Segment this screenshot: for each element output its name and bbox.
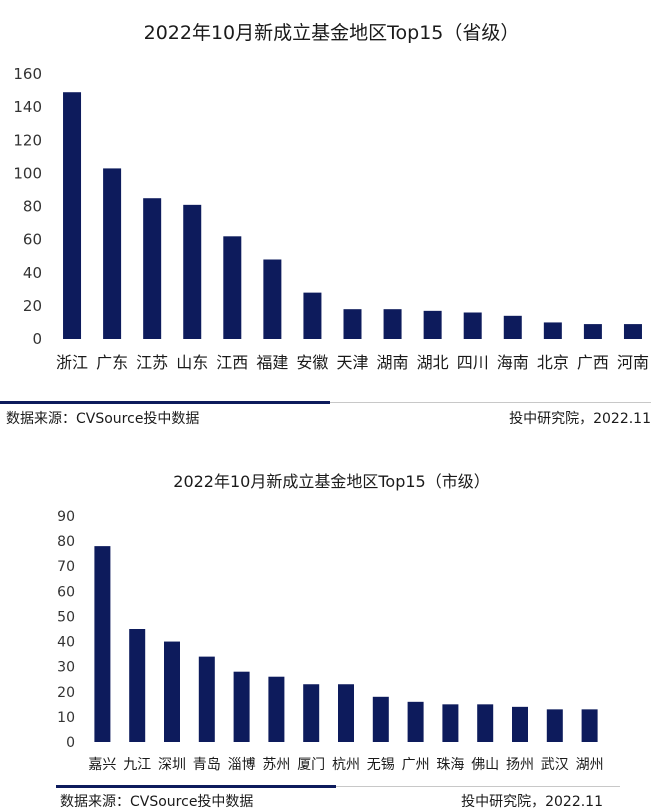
x-category-label: 湖南 <box>377 353 409 372</box>
y-tick-label: 60 <box>57 584 75 600</box>
x-category-label: 江西 <box>216 353 248 372</box>
bar-天津 <box>343 309 362 339</box>
x-category-label: 佛山 <box>471 757 499 773</box>
y-tick-label: 40 <box>57 635 75 651</box>
x-category-label: 广西 <box>577 353 609 372</box>
chart2-x-axis: 嘉兴 九江 深圳 青岛 淄博 苏州 厦门 杭州 无锡 广州 珠海 佛山 扬州 武汉 湖州 <box>88 756 603 773</box>
bar-湖南 <box>383 309 402 339</box>
x-category-label: 浙江 <box>56 353 88 372</box>
bar-北京 <box>543 322 562 339</box>
y-tick-label: 140 <box>13 98 42 116</box>
x-category-label: 无锡 <box>367 757 395 773</box>
chart2-title: 2022年10月新成立基金地区Top15（市级） <box>173 472 490 491</box>
y-tick-label: 30 <box>57 660 75 676</box>
x-category-label: 湖北 <box>417 353 449 372</box>
chart1-y-axis: 0 20 40 60 80 100 120 140 160 <box>13 65 42 348</box>
x-category-label: 四川 <box>457 353 489 372</box>
y-tick-label: 120 <box>13 131 42 149</box>
bar-浙江 <box>63 92 82 339</box>
x-category-label: 淄博 <box>228 756 256 773</box>
chart2-credit: 投中研究院，2022.11 <box>461 794 603 810</box>
chart1-source: 数据来源：CVSource投中数据 <box>6 411 200 427</box>
bar-河南 <box>623 324 642 339</box>
bar-广州 <box>407 701 424 742</box>
bar-扬州 <box>512 706 528 742</box>
bar-深圳 <box>164 641 180 742</box>
bar-珠海 <box>442 704 459 742</box>
x-category-label: 江苏 <box>136 353 168 372</box>
x-category-label: 苏州 <box>262 757 290 773</box>
chart1-footer-divider-accent <box>0 401 330 404</box>
y-tick-label: 20 <box>23 297 42 315</box>
chart1-bars <box>63 92 642 339</box>
chart2-footer-divider-accent <box>56 785 336 788</box>
bar-江西 <box>223 236 242 339</box>
bar-湖北 <box>423 310 442 339</box>
bar-苏州 <box>268 676 285 742</box>
x-category-label: 北京 <box>537 353 569 372</box>
x-category-label: 杭州 <box>332 757 360 773</box>
bar-淄博 <box>233 671 250 742</box>
bar-佛山 <box>477 704 494 742</box>
x-category-label: 青岛 <box>193 757 221 773</box>
x-category-label: 福建 <box>256 353 288 372</box>
chart1-title: 2022年10月新成立基金地区Top15（省级） <box>143 22 520 44</box>
bar-福建 <box>263 259 282 339</box>
chart2-source: 数据来源：CVSource投中数据 <box>60 794 254 810</box>
bar-无锡 <box>372 696 389 742</box>
y-tick-label: 0 <box>66 735 75 751</box>
bar-厦门 <box>303 684 320 742</box>
x-category-label: 天津 <box>336 353 368 372</box>
bar-江苏 <box>143 198 162 339</box>
x-category-label: 山东 <box>176 353 208 372</box>
bar-四川 <box>463 312 482 339</box>
bar-山东 <box>183 204 202 339</box>
y-tick-label: 0 <box>32 330 42 348</box>
y-tick-label: 20 <box>57 685 75 701</box>
y-tick-label: 40 <box>23 264 42 282</box>
y-tick-label: 70 <box>57 559 75 575</box>
bar-安徽 <box>303 292 322 339</box>
chart1-credit: 投中研究院，2022.11 <box>509 411 651 427</box>
y-tick-label: 60 <box>23 231 42 249</box>
bar-海南 <box>503 315 522 339</box>
y-tick-label: 80 <box>57 534 75 550</box>
x-category-label: 广东 <box>96 353 128 372</box>
x-category-label: 广州 <box>402 757 430 773</box>
x-category-label: 嘉兴 <box>88 757 116 773</box>
chart1-x-axis: 浙江 广东 江苏 山东 江西 福建 安徽 天津 湖南 湖北 四川 海南 北京 广西 河南 <box>56 353 649 372</box>
bar-广东 <box>103 168 122 339</box>
x-category-label: 河南 <box>617 353 649 372</box>
bar-杭州 <box>338 684 354 742</box>
bar-广西 <box>583 324 602 339</box>
x-category-label: 武汉 <box>541 757 569 773</box>
chart2-footer-divider-light <box>56 786 620 787</box>
x-category-label: 湖州 <box>576 757 604 773</box>
y-tick-label: 160 <box>13 65 42 83</box>
bar-武汉 <box>546 709 563 742</box>
y-tick-label: 100 <box>13 164 42 182</box>
x-category-label: 九江 <box>123 757 151 773</box>
x-category-label: 海南 <box>497 353 529 372</box>
bar-嘉兴 <box>94 546 111 742</box>
chart2-y-axis: 0 10 20 30 40 50 60 70 80 90 <box>57 509 75 751</box>
bar-青岛 <box>198 656 215 742</box>
chart2-bars <box>94 546 598 742</box>
y-tick-label: 90 <box>57 509 75 525</box>
bar-九江 <box>129 629 146 742</box>
x-category-label: 安徽 <box>296 353 328 372</box>
bar-湖州 <box>581 709 598 742</box>
y-tick-label: 10 <box>57 710 75 726</box>
chart1-plot: 0 20 40 60 80 100 120 140 160 浙江 广东 江苏 山东 江西 福建 安徽 天津 湖南… <box>13 65 649 372</box>
y-tick-label: 80 <box>23 198 42 216</box>
x-category-label: 珠海 <box>436 757 464 773</box>
y-tick-label: 50 <box>57 609 75 625</box>
x-category-label: 厦门 <box>297 757 325 773</box>
x-category-label: 扬州 <box>506 757 534 773</box>
x-category-label: 深圳 <box>158 757 186 773</box>
